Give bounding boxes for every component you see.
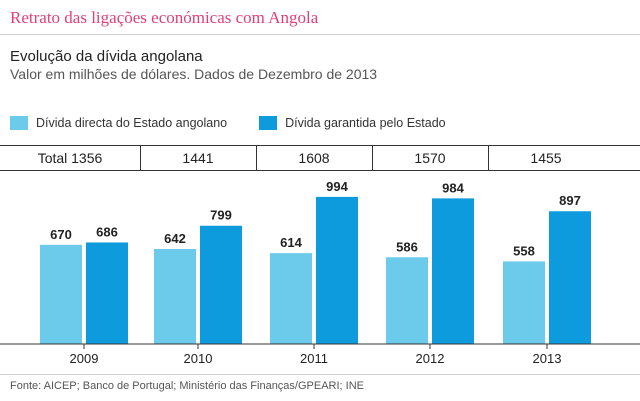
bar-direct-2009 [40,244,82,344]
data-label: 799 [210,208,232,223]
data-label: 586 [396,239,418,254]
legend-swatch-direct [10,116,28,130]
data-label: 670 [50,227,72,242]
chart-title: Retrato das ligações económicas com Ango… [10,8,319,27]
bar-direct-2012 [386,257,428,344]
bar-chart: 670 686 2009 642 799 2010 614 994 2011 586 984 2012… [0,179,640,366]
legend-swatch-guaranteed [259,116,278,130]
data-label: 558 [513,243,535,258]
total-2011: 1608 [298,150,330,166]
legend: Dívida directa do Estado angolano Dívida… [10,116,478,130]
source-divider [0,374,640,375]
chart-subtitle: Evolução da dívida angolana [10,48,203,65]
bar-guaranteed-2013 [549,211,591,344]
title-divider [0,34,640,35]
legend-item-direct: Dívida directa do Estado angolano [10,116,227,130]
bar-guaranteed-2010 [200,225,242,344]
total-2012: 1570 [414,150,446,166]
totals-separator [140,146,141,170]
bar-guaranteed-2009 [86,242,128,344]
legend-item-guaranteed: Dívida garantida pelo Estado [259,116,446,130]
bar-direct-2011 [270,253,312,344]
data-label: 642 [164,231,186,246]
total-2010: 1441 [182,150,214,166]
bar-direct-2010 [154,248,196,344]
data-label: 984 [442,180,464,195]
x-tick-label: 2012 [416,351,445,366]
total-2013: 1455 [530,150,562,166]
legend-label-direct: Dívida directa do Estado angolano [36,116,228,130]
source-note: Fonte: AICEP; Banco de Portugal; Ministé… [10,380,364,392]
data-label: 686 [96,224,118,239]
data-label: 994 [326,179,348,194]
legend-label-guaranteed: Dívida garantida pelo Estado [285,116,446,130]
totals-separator [256,146,257,170]
data-label: 897 [559,193,581,208]
x-tick-label: 2011 [300,351,328,366]
x-tick-label: 2010 [184,351,213,366]
bar-direct-2013 [503,261,545,344]
bar-guaranteed-2012 [432,198,474,344]
totals-separator [488,146,489,170]
bar-guaranteed-2011 [316,196,358,344]
totals-separator [372,146,373,170]
x-tick-label: 2013 [533,351,562,366]
chart-description: Valor em milhões de dólares. Dados de De… [10,66,378,82]
total-2009: Total 1356 [37,150,103,166]
totals-row: Total 1356 1441 1608 1570 1455 [0,145,640,171]
data-label: 614 [280,235,302,250]
x-tick-label: 2009 [70,351,99,366]
